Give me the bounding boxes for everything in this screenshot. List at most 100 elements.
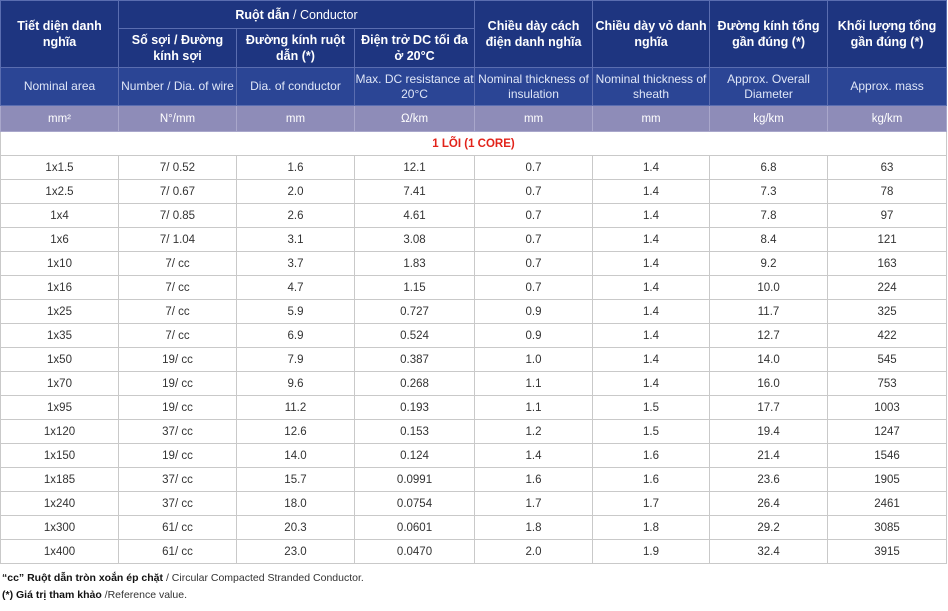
table-cell: 1x6: [0, 227, 119, 252]
table-row: 1x1.5 7/ 0.52 1.6 12.1 0.7 1.4 6.8 63: [0, 155, 948, 180]
conductor-group-header: Ruột dẫn / Conductor: [117, 0, 476, 29]
table-cell: 1003: [827, 395, 948, 420]
header-en-cell: Approx. Overall Diameter: [709, 67, 829, 106]
table-cell: 19/ cc: [118, 371, 237, 396]
table-cell: 1.1: [474, 395, 594, 420]
table-cell: 1.5: [592, 395, 711, 420]
table-cell: 0.524: [353, 323, 476, 348]
table-cell: 37/ cc: [118, 467, 237, 492]
table-cell: 1x240: [0, 491, 119, 516]
table-cell: 0.387: [353, 347, 476, 372]
table-cell: 11.2: [236, 395, 355, 420]
table-cell: 3085: [827, 515, 948, 540]
cable-spec-table: Tiết diện danh nghĩa Ruột dẫn / Conducto…: [0, 0, 948, 564]
table-cell: 97: [827, 203, 948, 228]
table-cell: 1.4: [592, 347, 711, 372]
header-en-cell: Nominal thickness of sheath: [592, 67, 711, 106]
table-cell: 1.2: [474, 419, 594, 444]
header-row-vi-sub: Số sợi / Đường kính sợi Đường kính ruột …: [1, 28, 947, 68]
units-row: mm² N°/mm mm Ω/km mm mm kg/km kg/km: [0, 105, 948, 132]
table-cell: 1.8: [592, 515, 711, 540]
table-cell: 2.0: [236, 179, 355, 204]
table-cell: 7/ 1.04: [118, 227, 237, 252]
footnote-text: /Reference value.: [101, 589, 187, 601]
header-en-cell: Dia. of conductor: [236, 67, 355, 106]
footnote-term: (*) Giá trị tham khảo: [2, 589, 102, 601]
table-cell: 0.7: [474, 155, 594, 180]
table-row: 1x16 7/ cc 4.7 1.15 0.7 1.4 10.0 224: [0, 275, 948, 300]
table-cell: 1x120: [0, 419, 119, 444]
col-nominal-area-vi: Tiết diện danh nghĩa: [0, 0, 119, 68]
header-row-en: Nominal area Number / Dia. of wire Dia. of…: [0, 67, 948, 106]
table-cell: 1x50: [0, 347, 119, 372]
table-cell: 1x300: [0, 515, 119, 540]
table-cell: 12.7: [709, 323, 829, 348]
table-cell: 23.6: [709, 467, 829, 492]
col-dia-vi: Đường kính ruột dẫn (*): [236, 28, 355, 68]
table-cell: 1x1.5: [0, 155, 119, 180]
table-cell: 3.08: [353, 227, 476, 252]
table-cell: 1x4: [0, 203, 119, 228]
footnote-term: “cc” Ruột dẫn tròn xoắn ép chặt: [2, 572, 164, 584]
table-cell: 8.4: [709, 227, 829, 252]
table-cell: 2461: [827, 491, 948, 516]
table-cell: 1.8: [474, 515, 594, 540]
table-cell: 16.0: [709, 371, 829, 396]
table-cell: 23.0: [236, 539, 355, 564]
table-cell: 37/ cc: [118, 491, 237, 516]
section-title: 1 LÕI (1 CORE): [0, 131, 948, 156]
table-cell: 78: [827, 179, 948, 204]
table-cell: 63: [827, 155, 948, 180]
conductor-group-vi: Ruột dẫn: [235, 7, 290, 22]
table-cell: 21.4: [709, 443, 829, 468]
col-mass-vi: Khối lượng tổng gần đúng (*): [827, 0, 948, 68]
table-cell: 7.3: [709, 179, 829, 204]
table-cell: 6.9: [236, 323, 355, 348]
table-row: 1x150 19/ cc 14.0 0.124 1.4 1.6 21.4 1546: [0, 443, 948, 468]
table-body: 1 LÕI (1 CORE) 1x1.5 7/ 0.52 1.6 12.1 0.7 1.4…: [0, 131, 948, 564]
table-cell: 7/ cc: [118, 275, 237, 300]
section-row: 1 LÕI (1 CORE): [0, 131, 948, 156]
table-row: 1x185 37/ cc 15.7 0.0991 1.6 1.6 23.6 1905: [0, 467, 948, 492]
table-cell: 61/ cc: [118, 539, 237, 564]
table-cell: 1x35: [0, 323, 119, 348]
table-cell: 19/ cc: [118, 443, 237, 468]
table-cell: 1.4: [592, 203, 711, 228]
table-cell: 0.193: [353, 395, 476, 420]
table-cell: 26.4: [709, 491, 829, 516]
table-cell: 0.7: [474, 227, 594, 252]
table-row: 1x400 61/ cc 23.0 0.0470 2.0 1.9 32.4 3915: [0, 539, 948, 564]
table-cell: 12.6: [236, 419, 355, 444]
footnote: “cc” Ruột dẫn tròn xoắn ép chặt / Circul…: [2, 570, 364, 587]
table-row: 1x300 61/ cc 20.3 0.0601 1.8 1.8 29.2 3085: [0, 515, 948, 540]
table-cell: 1.5: [592, 419, 711, 444]
table-cell: 1247: [827, 419, 948, 444]
table-cell: 1.4: [592, 371, 711, 396]
table-cell: 1.6: [474, 467, 594, 492]
col-resistance-vi: Điện trở DC tối đa ở 20°C: [353, 28, 476, 68]
table-cell: 7/ cc: [118, 299, 237, 324]
table-cell: 1.6: [592, 467, 711, 492]
table-cell: 17.7: [709, 395, 829, 420]
table-cell: 0.9: [474, 323, 594, 348]
table-row: 1x6 7/ 1.04 3.1 3.08 0.7 1.4 8.4 121: [0, 227, 948, 252]
table-cell: 1.4: [592, 227, 711, 252]
col-number-vi: Số sợi / Đường kính sợi: [118, 28, 237, 68]
table-row: 1x25 7/ cc 5.9 0.727 0.9 1.4 11.7 325: [0, 299, 948, 324]
table-cell: 1.4: [592, 179, 711, 204]
table-row: 1x2.5 7/ 0.67 2.0 7.41 0.7 1.4 7.3 78: [0, 179, 948, 204]
table-cell: 1.7: [474, 491, 594, 516]
table-cell: 0.0601: [353, 515, 476, 540]
unit-cell: mm: [474, 105, 594, 132]
table-cell: 4.61: [353, 203, 476, 228]
table-cell: 1.6: [236, 155, 355, 180]
unit-cell: kg/km: [709, 105, 829, 132]
table-cell: 7.9: [236, 347, 355, 372]
conductor-group-en: / Conductor: [289, 7, 358, 22]
unit-cell: kg/km: [827, 105, 948, 132]
table-cell: 4.7: [236, 275, 355, 300]
header-en-cell: Nominal area: [0, 67, 119, 106]
table-cell: 1x25: [0, 299, 119, 324]
unit-cell: mm: [592, 105, 711, 132]
table-row: 1x4 7/ 0.85 2.6 4.61 0.7 1.4 7.8 97: [0, 203, 948, 228]
